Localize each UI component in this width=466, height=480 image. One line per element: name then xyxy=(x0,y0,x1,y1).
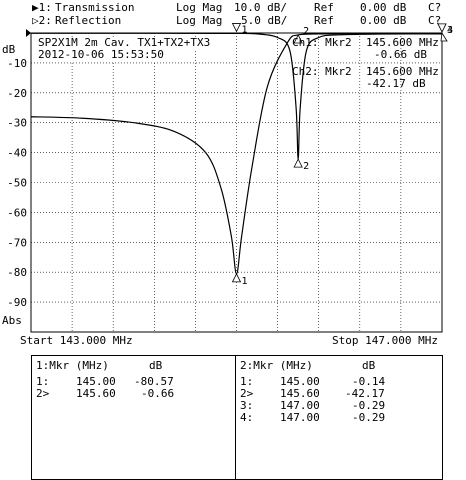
ch1-marker-label: Ch1: Mkr2 xyxy=(292,36,352,49)
ch1-ref: 0.00 dB xyxy=(360,1,407,14)
markers: 1 2 1 2 34 xyxy=(231,23,453,287)
stop-freq-label: Stop 147.000 MHz xyxy=(332,334,438,347)
row-freq: 147.00 xyxy=(280,399,320,412)
ch1-ref-label: Ref xyxy=(314,1,334,14)
y-axis-unit-label: dB xyxy=(2,43,16,56)
traces xyxy=(30,32,443,275)
ch1-name: Transmission xyxy=(55,1,135,14)
row-db: -0.14 xyxy=(352,375,386,388)
ch2-marker-label: Ch2: Mkr2 xyxy=(292,65,352,78)
row-db: -0.29 xyxy=(352,411,386,424)
row-id: 1: xyxy=(240,375,254,388)
y-tick-label: -80 xyxy=(7,266,27,279)
ch1-marker: ▶1: xyxy=(32,1,52,14)
table-title: 1:Mkr (MHz) xyxy=(36,359,109,372)
y-tick-label: -20 xyxy=(7,87,27,100)
row-db: -0.29 xyxy=(352,399,386,412)
start-freq-label: Start 143.000 MHz xyxy=(20,334,133,347)
y-tick-label: -90 xyxy=(7,296,27,309)
y-tick-labels: -10 -20 -30 -40 -50 -60 -70 -80 -90 xyxy=(7,57,27,309)
ref-right-pointer xyxy=(440,31,448,42)
row-id: 1: xyxy=(36,375,50,388)
ch1-format: Log Mag xyxy=(176,1,223,14)
marker-label: 2 xyxy=(303,26,309,37)
y-tick-label: -40 xyxy=(7,147,27,160)
title-line-2: 2012-10-06 15:53:50 xyxy=(38,48,164,61)
trace-1 xyxy=(30,32,443,275)
marker-table-ch2: 2:Mkr (MHz) dB 1: 145.00 -0.14 2> 145.60… xyxy=(235,355,443,480)
trace-2 xyxy=(30,32,443,160)
reference-level-arrow xyxy=(26,29,31,37)
table-db-header: dB xyxy=(362,359,376,372)
row-freq: 147.00 xyxy=(280,411,320,424)
title-line-1: SP2X1M 2m Cav. TX1+TX2+TX3 xyxy=(38,36,211,49)
row-freq: 145.00 xyxy=(280,375,320,388)
table-db-header: dB xyxy=(149,359,163,372)
marker-1-2 xyxy=(293,34,303,44)
marker-1-1 xyxy=(231,273,242,283)
marker-label: 2 xyxy=(303,161,309,172)
row-db: -42.17 xyxy=(345,387,385,400)
marker-2-4 xyxy=(437,23,447,33)
y-tick-label: -60 xyxy=(7,206,27,219)
row-db: -0.66 xyxy=(141,387,175,400)
ch1-marker-value: -0.66 dB xyxy=(374,48,427,61)
row-freq: 145.60 xyxy=(76,387,116,400)
ch1-scale: 10.0 dB/ xyxy=(234,1,287,14)
row-freq: 145.60 xyxy=(280,387,320,400)
ch2-name: Reflection xyxy=(55,14,122,27)
ch2-scale: 5.0 dB/ xyxy=(241,14,288,27)
marker-label: 1 xyxy=(242,24,248,35)
ch2-marker: ▷2: xyxy=(32,14,52,27)
ch1-marker-freq: 145.600 MHz xyxy=(366,36,439,49)
marker-table-ch1: 1:Mkr (MHz) dB 1: 145.00 -80.57 2> 145.6… xyxy=(31,355,236,480)
row-id: 2> xyxy=(240,387,254,400)
y-tick-label: -50 xyxy=(7,177,27,190)
row-id: 4: xyxy=(240,411,254,424)
ch2-ref-label: Ref xyxy=(314,14,334,27)
marker-2-2 xyxy=(293,158,303,168)
marker-label: 1 xyxy=(242,276,248,287)
ch2-format: Log Mag xyxy=(176,14,223,27)
marker-2-1 xyxy=(231,23,242,33)
row-id: 2> xyxy=(36,387,50,400)
row-freq: 145.00 xyxy=(76,375,116,388)
abs-label: Abs xyxy=(2,314,22,327)
ch2-marker-value: -42.17 dB xyxy=(366,77,426,90)
plot-grid xyxy=(26,29,448,333)
y-tick-label: -30 xyxy=(7,117,27,130)
y-tick-label: -10 xyxy=(7,57,27,70)
row-db: -80.57 xyxy=(134,375,174,388)
table-title: 2:Mkr (MHz) xyxy=(240,359,313,372)
marker-label: 3 xyxy=(447,25,453,36)
y-tick-label: -70 xyxy=(7,236,27,249)
row-id: 3: xyxy=(240,399,254,412)
ch1-cal: C? xyxy=(428,1,442,14)
marker-label: 4 xyxy=(447,25,453,36)
ch2-marker-freq: 145.600 MHz xyxy=(366,65,439,78)
ch2-ref: 0.00 dB xyxy=(360,14,407,27)
